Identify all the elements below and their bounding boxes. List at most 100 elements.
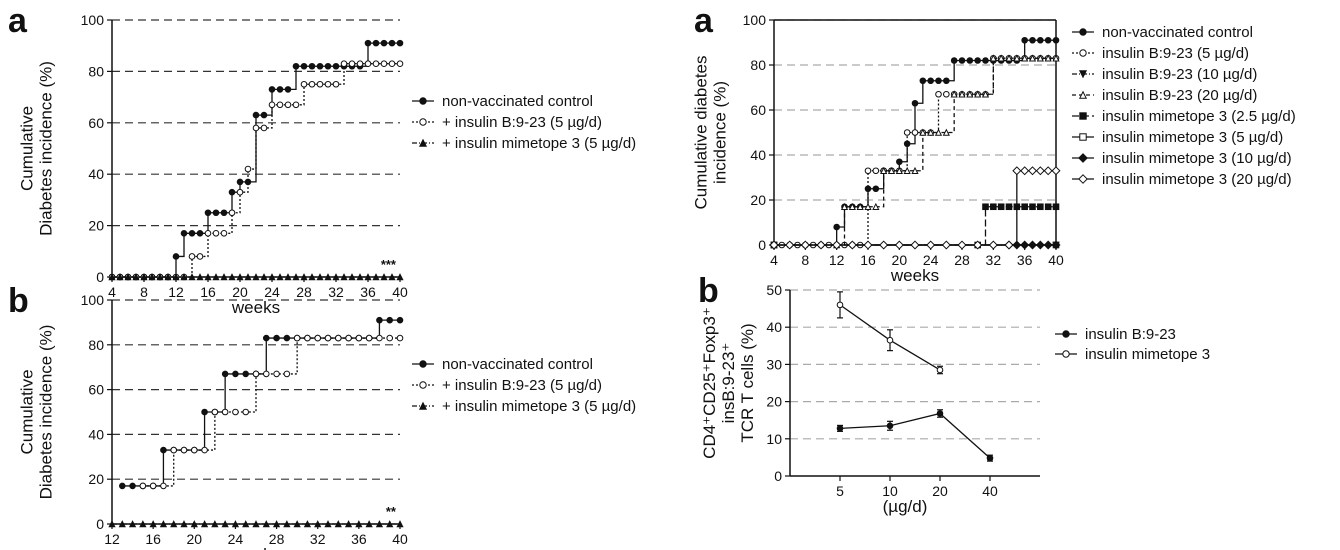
- x-tick-label: 32: [986, 252, 1002, 268]
- data-point: [872, 185, 880, 193]
- legend-item: insulin B:9-23 (10 µg/d): [1072, 66, 1257, 83]
- x-tick-label: 5: [836, 483, 844, 499]
- data-point: [957, 240, 967, 250]
- data-point: [856, 202, 864, 211]
- data-point: [997, 54, 1005, 62]
- data-point: [1037, 36, 1044, 44]
- data-point: [139, 520, 147, 528]
- data-point: [1052, 36, 1060, 44]
- data-point: [832, 240, 842, 250]
- legend-marker: [1078, 90, 1088, 99]
- data-point: [1051, 240, 1061, 250]
- series-2: [108, 273, 404, 281]
- series-line: [774, 57, 1056, 246]
- data-point: [836, 301, 844, 309]
- data-point: [260, 273, 268, 281]
- data-point: [268, 273, 276, 281]
- data-point: [396, 273, 404, 281]
- data-point: [283, 334, 291, 342]
- data-point: [188, 230, 196, 237]
- x-tick-label: 36: [360, 284, 376, 300]
- panel-letter: a: [694, 2, 714, 40]
- data-point: [997, 203, 1005, 211]
- data-point: [769, 240, 779, 250]
- data-point: [988, 240, 998, 250]
- data-point: [982, 57, 989, 64]
- data-point: [324, 80, 332, 88]
- legend-marker: [1062, 350, 1070, 358]
- data-point: [943, 77, 950, 85]
- legend-item: insulin mimetope 3: [1055, 346, 1210, 363]
- data-point: [386, 316, 394, 324]
- data-point: [200, 520, 209, 528]
- data-point: [332, 80, 340, 88]
- y-axis-label: TCR T cells (%): [738, 323, 757, 442]
- x-tick-label: 40: [392, 284, 408, 300]
- x-tick-label: 40: [1048, 252, 1064, 268]
- data-point: [396, 334, 404, 342]
- x-axis-label: weeks: [231, 545, 280, 550]
- series-line: [774, 57, 1056, 246]
- x-tick-label: 4: [108, 284, 116, 300]
- y-tick-label: 40: [88, 426, 104, 442]
- data-point: [990, 203, 997, 211]
- x-tick-label: 24: [923, 252, 939, 268]
- data-point: [220, 230, 228, 237]
- x-tick-label: 20: [186, 531, 202, 547]
- data-point: [260, 124, 268, 132]
- x-tick-label: 36: [1017, 252, 1033, 268]
- data-point: [293, 520, 301, 528]
- data-point: [982, 203, 989, 211]
- series-0: [118, 316, 404, 490]
- data-point: [840, 202, 849, 211]
- data-point: [242, 520, 250, 528]
- legend-item: non-vaccinated control: [412, 93, 593, 110]
- data-point: [911, 129, 919, 136]
- data-point: [188, 273, 196, 281]
- legend-item: + insulin B:9-23 (5 µg/d): [412, 114, 602, 131]
- data-point: [180, 273, 188, 281]
- data-point: [332, 273, 340, 281]
- y-axis-label: incidence (%): [711, 81, 730, 184]
- data-point: [284, 86, 292, 93]
- y-tick-label: 80: [750, 57, 766, 73]
- data-point: [128, 520, 137, 528]
- data-point: [864, 202, 872, 211]
- data-point: [118, 520, 126, 528]
- data-point: [252, 273, 260, 281]
- y-tick-label: 30: [766, 356, 782, 372]
- legend-label: insulin B:9-23 (20 µg/d): [1102, 87, 1257, 104]
- data-point: [116, 273, 124, 281]
- data-point: [1037, 203, 1044, 211]
- data-point: [927, 77, 934, 85]
- x-tick-label: 36: [351, 531, 367, 547]
- legend-item: insulin mimetope 3 (20 µg/d): [1072, 171, 1292, 188]
- data-point: [886, 422, 894, 430]
- legend-marker: [1079, 28, 1087, 36]
- y-tick-label: 20: [766, 394, 782, 410]
- data-point: [283, 520, 291, 528]
- data-point: [348, 60, 356, 67]
- data-point: [204, 273, 212, 281]
- x-tick-label: 12: [829, 252, 845, 268]
- data-point: [895, 166, 903, 175]
- data-point: [1051, 166, 1061, 176]
- data-point: [836, 425, 844, 432]
- data-point: [190, 520, 198, 528]
- data-point: [244, 273, 252, 281]
- data-point: [308, 80, 316, 88]
- data-point: [926, 240, 936, 250]
- data-point: [1029, 203, 1036, 211]
- x-tick-label: 32: [310, 531, 326, 547]
- data-point: [1005, 54, 1013, 62]
- data-point: [785, 240, 795, 250]
- data-point: [1043, 166, 1053, 176]
- data-point: [388, 39, 396, 47]
- significance-annotation: **: [386, 504, 397, 519]
- legend-item: insulin B:9-23 (20 µg/d): [1072, 87, 1257, 104]
- data-point: [228, 188, 236, 196]
- y-axis-label: Diabetes incidence (%): [37, 325, 56, 500]
- data-point: [156, 273, 164, 281]
- data-point: [966, 90, 974, 98]
